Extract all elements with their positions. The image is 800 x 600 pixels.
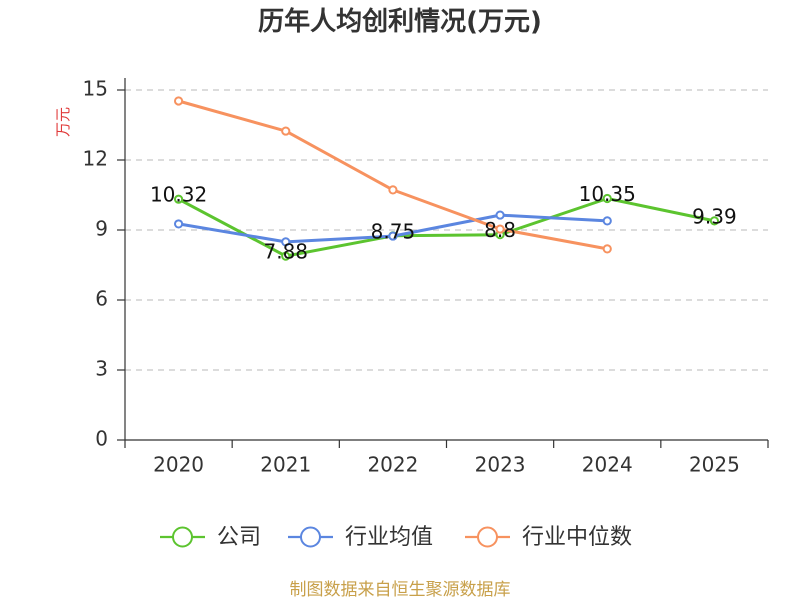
data-point <box>281 251 291 261</box>
data-point <box>388 185 398 195</box>
data-point <box>602 244 612 254</box>
y-tick-label: 15 <box>83 77 108 101</box>
legend-circle-icon <box>172 526 193 548</box>
x-tick-label: 2025 <box>689 453 740 477</box>
y-tick-label: 3 <box>95 357 108 381</box>
data-point <box>495 224 505 234</box>
source-note: 制图数据来自恒生聚源数据库 <box>289 580 511 600</box>
data-label: 8.75 <box>371 219 416 243</box>
legend-item[interactable]: 公司 <box>160 525 261 550</box>
data-point <box>602 216 612 226</box>
data-point <box>173 219 184 229</box>
legend-circle-icon <box>300 526 321 548</box>
data-point <box>495 210 505 220</box>
x-tick-label: 2020 <box>153 453 204 477</box>
data-label: 8.8 <box>484 218 516 242</box>
legend-item[interactable]: 行业均值 <box>288 525 433 550</box>
axes: 0 3 6 9 12 15 2020 2021 2022 2023 2024 2025 <box>83 77 769 477</box>
data-point <box>173 96 184 106</box>
data-label: 9.39 <box>692 204 737 228</box>
data-point <box>281 237 291 247</box>
data-point <box>281 126 291 136</box>
data-point <box>388 231 398 241</box>
legend-label: 行业中位数 <box>522 525 632 550</box>
data-label: 7.88 <box>263 240 308 264</box>
y-axis-label: 万元 <box>54 107 72 137</box>
chart-title: 历年人均创利情况(万元) <box>258 7 542 37</box>
data-point <box>709 216 720 226</box>
data-point <box>173 194 184 204</box>
x-tick-label: 2023 <box>475 453 526 477</box>
y-tick-label: 12 <box>83 147 108 171</box>
data-label: 10.35 <box>579 182 636 206</box>
data-label: 10.32 <box>150 183 207 207</box>
data-point <box>602 193 612 204</box>
y-tick-label: 0 <box>95 427 108 451</box>
legend-label: 公司 <box>217 525 261 550</box>
x-tick-label: 2024 <box>582 453 633 477</box>
legend-label: 行业均值 <box>345 525 433 550</box>
y-tick-label: 9 <box>95 217 108 241</box>
y-tick-label: 6 <box>95 287 108 311</box>
gridlines <box>125 89 768 371</box>
series-line <box>177 197 716 258</box>
x-tick-label: 2022 <box>367 453 418 477</box>
legend-circle-icon <box>477 526 498 548</box>
legend: 公司 行业均值 行业中位数 <box>160 525 632 550</box>
x-tick-label: 2021 <box>260 453 311 477</box>
data-labels: 10.32 7.88 8.75 8.8 10.35 9.39 <box>150 182 737 264</box>
legend-item[interactable]: 行业中位数 <box>465 525 632 550</box>
series-layer <box>173 96 720 261</box>
